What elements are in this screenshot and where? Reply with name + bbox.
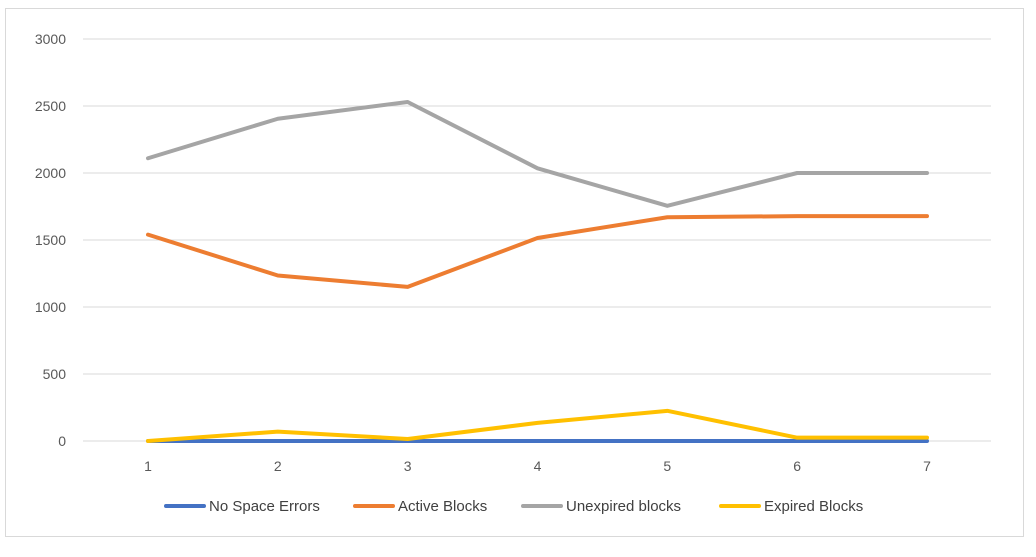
x-tick-label: 3 — [404, 458, 412, 474]
legend-label: Unexpired blocks — [566, 498, 681, 515]
legend-label: Expired Blocks — [764, 498, 863, 515]
legend-label: Active Blocks — [398, 498, 487, 515]
x-axis-tick-labels: 1 2 3 4 5 6 7 — [144, 458, 931, 474]
y-tick-label: 1000 — [35, 299, 66, 315]
series-line-expired-blocks — [146, 408, 929, 443]
series-line-active-blocks — [146, 214, 929, 289]
legend: No Space Errors Active Blocks Unexpired bl… — [164, 498, 863, 515]
x-tick-label: 1 — [144, 458, 152, 474]
y-tick-label: 1500 — [35, 232, 66, 248]
chart-frame — [5, 8, 1024, 537]
x-tick-label: 4 — [534, 458, 542, 474]
series-line-unexpired-blocks — [146, 99, 929, 208]
legend-label: No Space Errors — [209, 498, 320, 515]
series-lines — [146, 99, 929, 443]
x-tick-label: 6 — [793, 458, 801, 474]
x-tick-label: 5 — [663, 458, 671, 474]
y-axis-tick-labels: 0 500 1000 1500 2000 2500 3000 — [35, 31, 66, 449]
x-tick-label: 2 — [274, 458, 282, 474]
y-tick-label: 3000 — [35, 31, 66, 47]
x-tick-label: 7 — [923, 458, 931, 474]
y-tick-label: 0 — [58, 433, 66, 449]
y-tick-label: 500 — [43, 366, 67, 382]
y-tick-label: 2500 — [35, 98, 66, 114]
y-tick-label: 2000 — [35, 165, 66, 181]
